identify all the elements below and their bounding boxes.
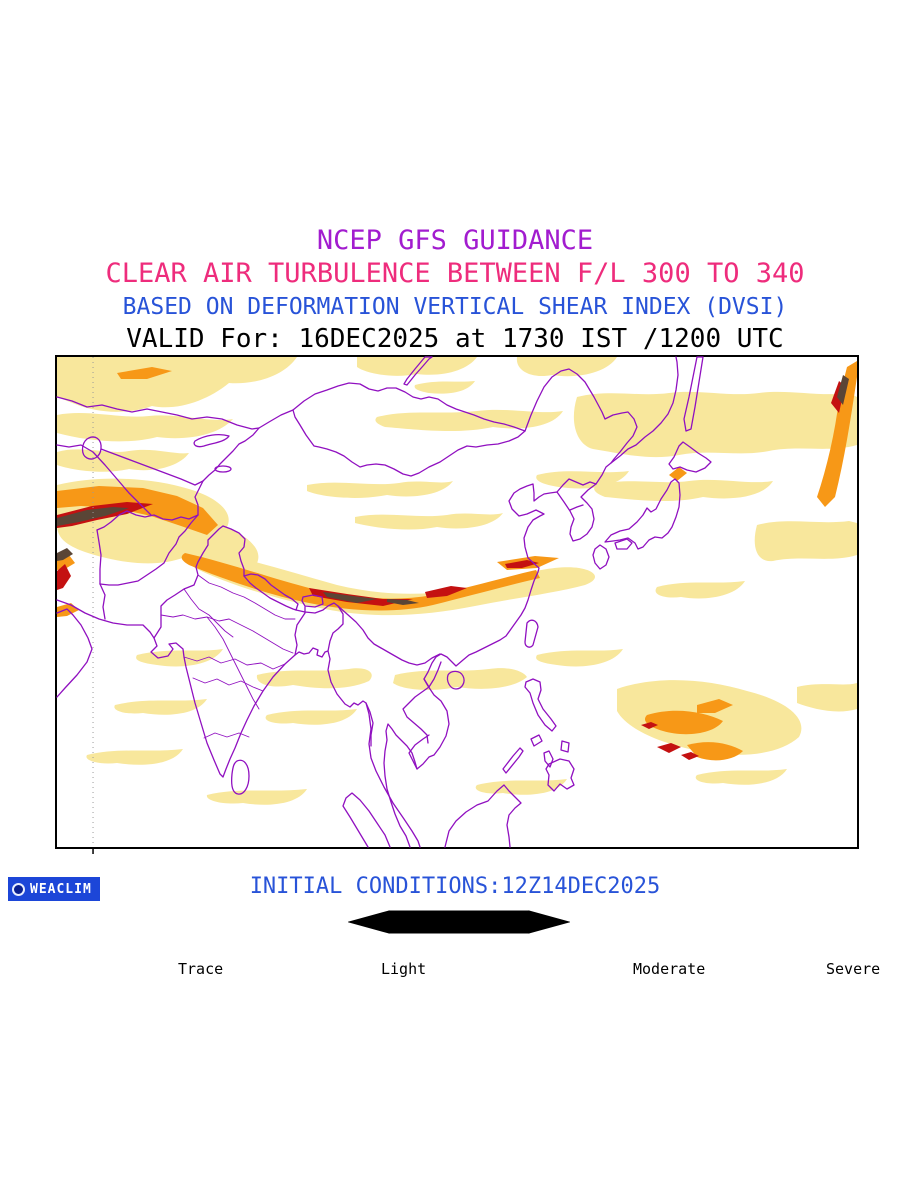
legend-label-moderate: Moderate <box>633 960 706 978</box>
legend-label-light: Light <box>381 960 427 978</box>
title-guidance: NCEP GFS GUIDANCE <box>316 225 594 256</box>
colorbar-segment <box>493 910 530 934</box>
title-turbulence: CLEAR AIR TURBULENCE BETWEEN F/L 300 TO … <box>105 258 805 289</box>
colorbar-segment <box>458 910 495 934</box>
initial-conditions: INITIAL CONDITIONS:12Z14DEC2025 <box>249 874 661 899</box>
title-dvsi: BASED ON DEFORMATION VERTICAL SHEAR INDE… <box>122 294 788 320</box>
legend-label-severe: Severe <box>826 960 881 978</box>
legend-label-trace: Trace <box>178 960 224 978</box>
map-frame <box>55 355 859 854</box>
turbulence-shading-layer <box>57 357 857 805</box>
weaclim-logo-text: WEACLIM <box>30 881 92 897</box>
colorbar-scale <box>347 910 571 934</box>
legend-item-light: Light <box>318 960 426 978</box>
coastline-borders-layer <box>56 356 712 848</box>
legend-swatch-severe <box>763 960 813 978</box>
colorbar-segment <box>423 910 460 934</box>
legend-swatch-trace <box>115 960 165 978</box>
legend-item-severe: Severe <box>763 960 880 978</box>
weaclim-logo: WEACLIM <box>8 877 100 901</box>
weaclim-logo-icon <box>12 882 25 896</box>
legend-swatch-light <box>318 960 368 978</box>
colorbar <box>347 910 571 962</box>
colorbar-segment <box>388 910 425 934</box>
title-block: NCEP GFS GUIDANCE CLEAR AIR TURBULENCE B… <box>55 224 855 355</box>
turbulence-map <box>56 356 857 854</box>
colorbar-right-arrow <box>528 910 571 934</box>
legend-item-trace: Trace <box>115 960 223 978</box>
legend-item-moderate: Moderate <box>570 960 705 978</box>
title-valid-time: VALID For: 16DEC2025 at 1730 IST /1200 U… <box>126 324 784 354</box>
legend-swatch-moderate <box>570 960 620 978</box>
colorbar-left-arrow <box>347 910 390 934</box>
